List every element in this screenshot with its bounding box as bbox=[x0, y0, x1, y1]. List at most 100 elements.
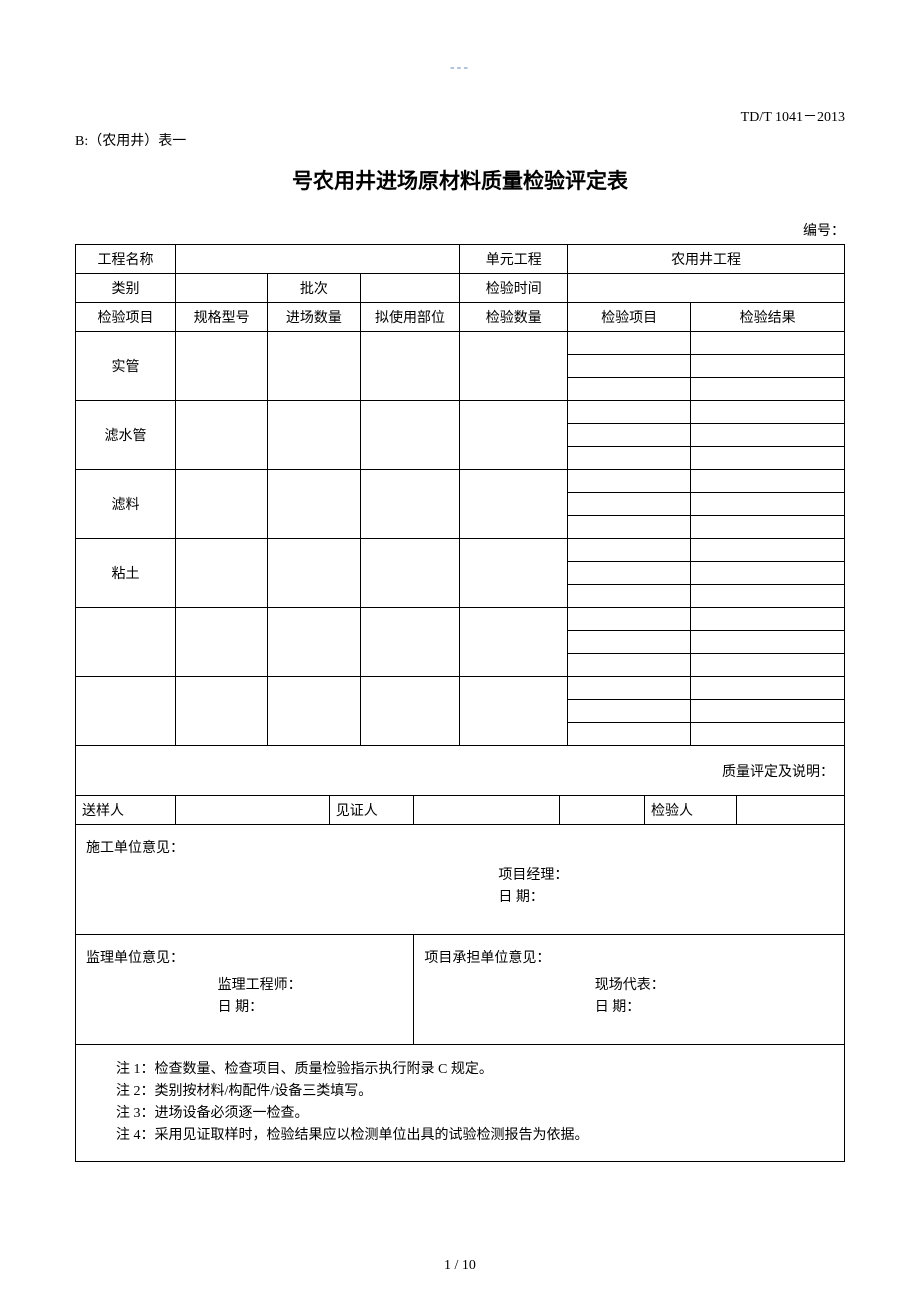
cell bbox=[691, 355, 845, 378]
item-label: 粘土 bbox=[76, 539, 176, 608]
construction-opinion-row: 施工单位意见： 项目经理： 日 期： bbox=[76, 825, 845, 935]
cell bbox=[568, 723, 691, 746]
cell bbox=[460, 470, 568, 539]
cell bbox=[568, 539, 691, 562]
cell bbox=[268, 608, 360, 677]
cell bbox=[691, 516, 845, 539]
cell bbox=[560, 796, 645, 825]
cell bbox=[691, 677, 845, 700]
cell bbox=[568, 608, 691, 631]
cell bbox=[460, 401, 568, 470]
notes-cell: 注 1：检查数量、检查项目、质量检验指示执行附录 C 规定。 注 2：类别按材料… bbox=[76, 1045, 845, 1162]
page-number: 1 / 10 bbox=[0, 1258, 920, 1274]
cell bbox=[360, 401, 460, 470]
date-label: 日 期： bbox=[498, 890, 544, 905]
cell bbox=[691, 424, 845, 447]
signature-table: 送样人 见证人 检验人 施工单位意见： 项目经理： 日 期： 监理单位意见： 监… bbox=[75, 796, 845, 1162]
cell bbox=[691, 332, 845, 355]
notes-row: 注 1：检查数量、检查项目、质量检验指示执行附录 C 规定。 注 2：类别按材料… bbox=[76, 1045, 845, 1162]
signature-row: 送样人 见证人 检验人 bbox=[76, 796, 845, 825]
cell bbox=[360, 677, 460, 746]
owner-opinion-label: 项目承担单位意见： bbox=[424, 947, 834, 967]
table-row: 粘土 bbox=[76, 539, 845, 562]
quality-row: 质量评定及说明： bbox=[76, 746, 845, 796]
cell bbox=[691, 608, 845, 631]
cell bbox=[691, 700, 845, 723]
note-1: 注 1：检查数量、检查项目、质量检验指示执行附录 C 规定。 bbox=[116, 1059, 834, 1081]
item-label: 滤料 bbox=[76, 470, 176, 539]
note-3: 注 3：进场设备必须逐一检查。 bbox=[116, 1103, 834, 1125]
cell bbox=[175, 332, 267, 401]
cell bbox=[691, 723, 845, 746]
cell-project-name bbox=[175, 245, 460, 274]
cell bbox=[568, 470, 691, 493]
cell-project-name-label: 工程名称 bbox=[76, 245, 176, 274]
cell bbox=[568, 447, 691, 470]
sup-eng-label: 监理工程师： bbox=[218, 978, 302, 993]
table-row: 实管 bbox=[76, 332, 845, 355]
col-header: 进场数量 bbox=[268, 303, 360, 332]
cell bbox=[175, 470, 267, 539]
quality-note: 质量评定及说明： bbox=[76, 746, 845, 796]
note-4: 注 4：采用见证取样时，检验结果应以检测单位出具的试验检测报告为依据。 bbox=[116, 1125, 834, 1147]
pm-label: 项目经理： bbox=[498, 868, 568, 883]
cell-unit-project-label: 单元工程 bbox=[460, 245, 568, 274]
cell bbox=[268, 401, 360, 470]
cell bbox=[568, 332, 691, 355]
table-row: 滤水管 bbox=[76, 401, 845, 424]
supervision-opinion: 监理单位意见： 监理工程师： 日 期： bbox=[76, 935, 414, 1045]
sender-label: 送样人 bbox=[76, 796, 176, 825]
table-row: 工程名称 单元工程 农用井工程 bbox=[76, 245, 845, 274]
table-row: 类别 批次 检验时间 bbox=[76, 274, 845, 303]
sender-value bbox=[175, 796, 329, 825]
cell bbox=[568, 493, 691, 516]
cell bbox=[360, 608, 460, 677]
cell bbox=[360, 332, 460, 401]
cell bbox=[268, 470, 360, 539]
cell-category bbox=[175, 274, 267, 303]
cell-batch bbox=[360, 274, 460, 303]
col-header: 检验结果 bbox=[691, 303, 845, 332]
item-label: 滤水管 bbox=[76, 401, 176, 470]
col-header: 检验数量 bbox=[460, 303, 568, 332]
table-row bbox=[76, 608, 845, 631]
cell bbox=[268, 677, 360, 746]
cell bbox=[175, 608, 267, 677]
witness-label: 见证人 bbox=[329, 796, 414, 825]
cell bbox=[175, 401, 267, 470]
table-row: 滤料 bbox=[76, 470, 845, 493]
cell bbox=[568, 516, 691, 539]
item-label bbox=[76, 608, 176, 677]
cell bbox=[360, 470, 460, 539]
cell bbox=[568, 700, 691, 723]
cell bbox=[691, 562, 845, 585]
page-title: 号农用井进场原材料质量检验评定表 bbox=[75, 165, 845, 195]
cell bbox=[460, 608, 568, 677]
owner-opinion: 项目承担单位意见： 现场代表： 日 期： bbox=[414, 935, 845, 1045]
cell bbox=[691, 493, 845, 516]
cell bbox=[568, 424, 691, 447]
construction-opinion: 施工单位意见： 项目经理： 日 期： bbox=[76, 825, 845, 935]
cell bbox=[568, 585, 691, 608]
cell bbox=[691, 631, 845, 654]
witness-value bbox=[414, 796, 560, 825]
cell bbox=[460, 332, 568, 401]
lower-opinions-row: 监理单位意见： 监理工程师： 日 期： 项目承担单位意见： 现场代表： 日 期： bbox=[76, 935, 845, 1045]
cell bbox=[568, 355, 691, 378]
cell bbox=[568, 631, 691, 654]
cell bbox=[691, 539, 845, 562]
inspector-value bbox=[737, 796, 845, 825]
cell bbox=[268, 332, 360, 401]
inspector-label: 检验人 bbox=[645, 796, 737, 825]
cell-batch-label: 批次 bbox=[268, 274, 360, 303]
col-header: 检验项目 bbox=[76, 303, 176, 332]
cell bbox=[568, 378, 691, 401]
item-label bbox=[76, 677, 176, 746]
note-2: 注 2：类别按材料/构配件/设备三类填写。 bbox=[116, 1081, 834, 1103]
cell bbox=[691, 378, 845, 401]
cell bbox=[691, 470, 845, 493]
cell bbox=[568, 562, 691, 585]
document-code: TD/T 1041－2013 bbox=[75, 106, 845, 126]
cell bbox=[568, 677, 691, 700]
supervision-opinion-label: 监理单位意见： bbox=[86, 947, 403, 967]
